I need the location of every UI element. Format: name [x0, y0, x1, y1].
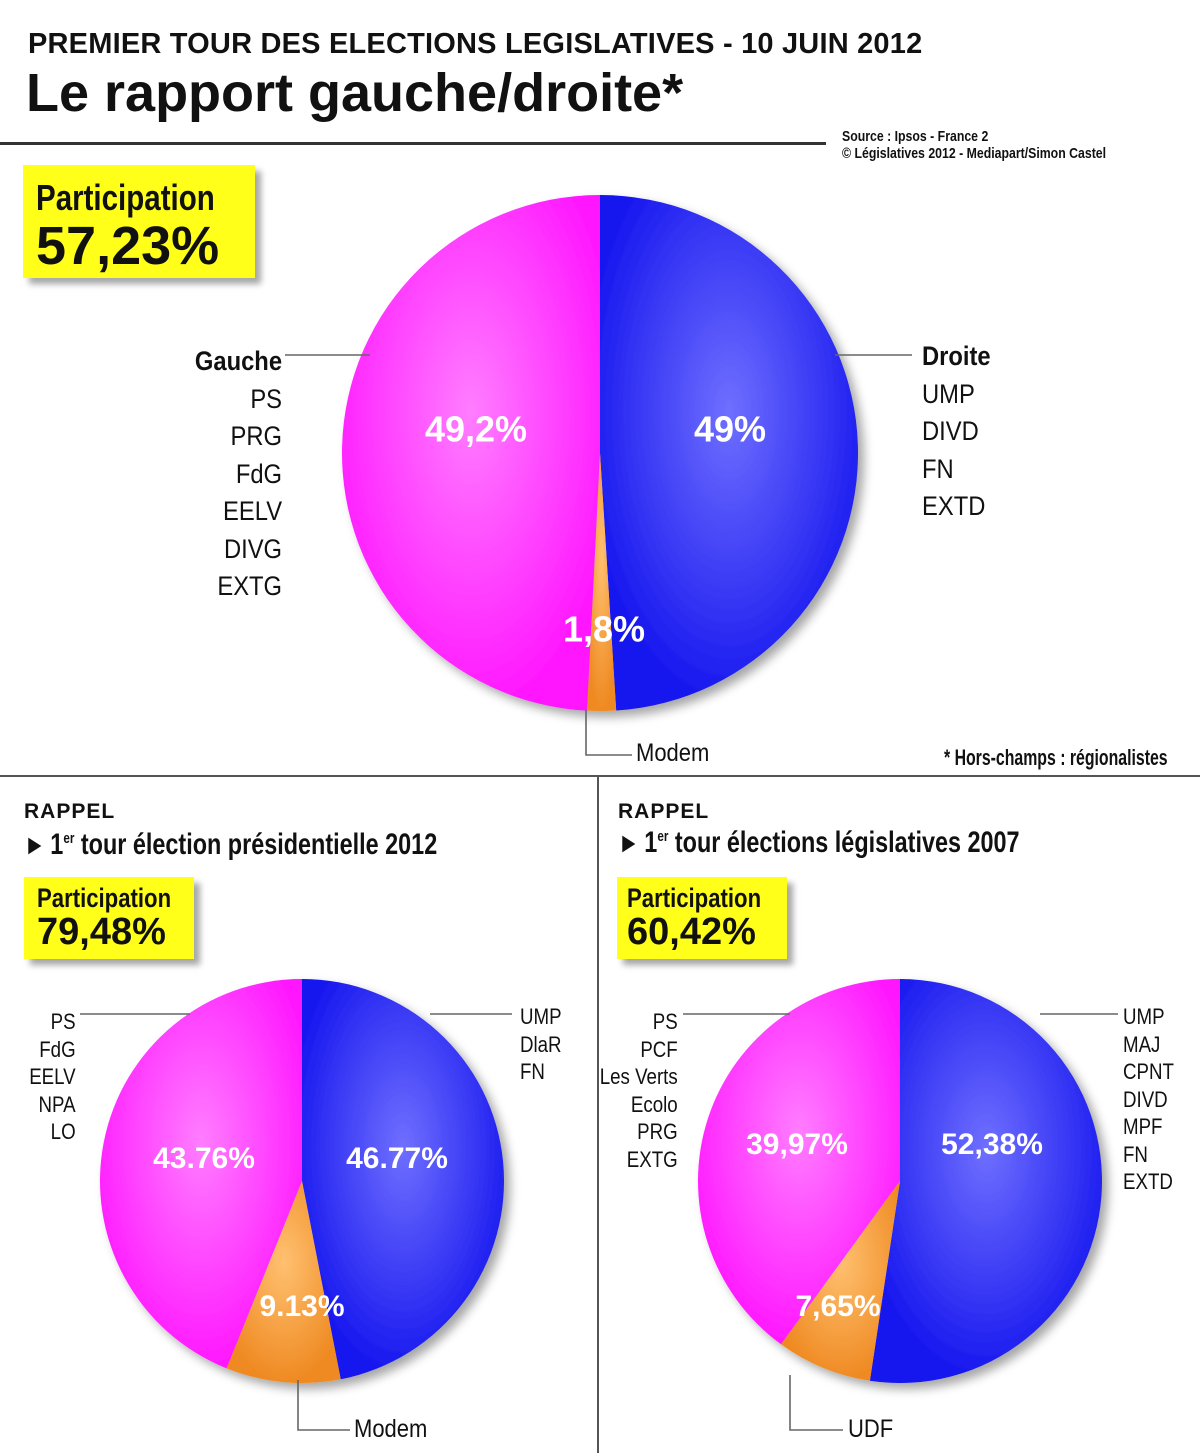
rappel-label-leg: RAPPEL	[618, 800, 710, 823]
participation-badge-leg: Participation 60,42%	[617, 877, 787, 959]
party-label: FdG	[235, 458, 282, 489]
data-label-centre: 7,65%	[795, 1290, 880, 1323]
party-label: MAJ	[1123, 1031, 1161, 1057]
pres-right-list: UMP DlaR FN	[520, 1003, 562, 1086]
data-label-gauche: 43.76%	[153, 1142, 255, 1175]
party-label: FN	[922, 453, 954, 484]
source-credit: Source : Ipsos - France 2 © Législatives…	[842, 128, 1106, 162]
participation-badge-pres: Participation 79,48%	[24, 877, 194, 959]
party-label: PRG	[230, 421, 282, 451]
party-label: DIVG	[223, 533, 282, 564]
participation-label: Participation	[37, 883, 172, 913]
subtitle-sup: er	[657, 828, 669, 845]
party-label: UMP	[922, 378, 975, 409]
data-label-droite: 52,38%	[941, 1128, 1043, 1161]
slice-droite	[302, 979, 504, 1380]
party-label: PCF	[640, 1036, 678, 1062]
data-label-centre: 1,8%	[563, 609, 645, 650]
party-label: MPF	[1123, 1114, 1163, 1139]
gauche-heading: Gauche	[194, 346, 282, 376]
pie-main	[342, 195, 858, 711]
footnote: * Hors-champs : régionalistes	[944, 745, 1168, 770]
triangle-icon: ►	[618, 827, 640, 858]
party-label: EXTD	[1123, 1169, 1173, 1194]
subtitle-leg: ► 1er tour élections législatives 2007	[618, 826, 1020, 860]
section-divider-horizontal	[0, 775, 1200, 777]
pie-legislatives-2007	[698, 979, 1103, 1383]
section-divider-vertical	[597, 777, 599, 1453]
party-label: Les Verts	[600, 1064, 678, 1089]
party-label: DIVD	[922, 416, 979, 446]
party-label: UMP	[520, 1004, 562, 1029]
party-label: PS	[250, 383, 282, 414]
participation-label: Participation	[627, 883, 762, 913]
page-title: Le rapport gauche/droite*	[26, 63, 684, 123]
leader-lines	[80, 354, 1118, 1431]
subtitle-num: 1	[644, 826, 658, 859]
slice-gauche	[342, 195, 600, 711]
source-line: Source : Ipsos - France 2	[842, 128, 989, 145]
leg-right-list: UMP MAJ CPNT DIVD MPF FN EXTD	[1123, 1003, 1174, 1196]
title-underline	[0, 142, 826, 145]
data-label-gauche: 39,97%	[746, 1128, 848, 1161]
party-label: FN	[1123, 1141, 1148, 1167]
data-label-droite: 49%	[694, 409, 766, 450]
data-label-droite: 46.77%	[346, 1142, 448, 1175]
party-label: PRG	[637, 1119, 678, 1144]
party-label: LO	[51, 1119, 76, 1144]
participation-badge-main: Participation 57,23%	[23, 165, 255, 278]
slice-droite	[600, 195, 858, 711]
party-label: PS	[653, 1009, 678, 1034]
party-label: Ecolo	[631, 1091, 678, 1117]
slice-gauche	[698, 979, 900, 1345]
pie-presidentielle-2012	[100, 979, 504, 1384]
modem-callout: Modem	[636, 739, 710, 767]
party-label: NPA	[38, 1091, 76, 1117]
slice-centre	[587, 453, 617, 711]
party-label: CPNT	[1123, 1059, 1174, 1084]
party-label: EXTG	[217, 571, 282, 601]
party-label: EELV	[29, 1064, 76, 1089]
party-label: EXTD	[922, 491, 986, 521]
rappel-label-pres: RAPPEL	[24, 800, 116, 823]
subtitle-sup: er	[63, 830, 75, 847]
participation-label: Participation	[36, 177, 215, 218]
party-label: EXTG	[627, 1146, 678, 1172]
leader-line-leg-udf	[789, 1375, 843, 1431]
droite-heading: Droite	[922, 341, 991, 371]
party-label: FN	[520, 1059, 545, 1084]
triangle-icon: ►	[24, 829, 46, 860]
slice-centre	[780, 1181, 900, 1381]
subtitle-pres: ► 1er tour élection présidentielle 2012	[24, 828, 437, 862]
party-label: FdG	[39, 1036, 76, 1062]
pres-modem-callout: Modem	[354, 1415, 428, 1443]
party-label: PS	[51, 1009, 76, 1034]
subtitle-num: 1	[50, 828, 64, 861]
slice-centre	[226, 1181, 341, 1384]
leg-left-list: PS PCF Les Verts Ecolo PRG EXTG	[600, 1008, 678, 1173]
slice-droite	[869, 979, 1103, 1383]
slice-gauche	[100, 979, 303, 1369]
party-label: DlaR	[520, 1031, 562, 1057]
data-label-gauche: 49,2%	[425, 409, 527, 450]
leader-line-pres-modem	[297, 1380, 350, 1431]
party-label: UMP	[1123, 1004, 1165, 1029]
copyright-line: © Législatives 2012 - Mediapart/Simon Ca…	[842, 145, 1107, 162]
party-label: EELV	[222, 496, 282, 526]
subtitle-text: tour élections législatives 2007	[668, 826, 1020, 859]
participation-value: 60,42%	[627, 911, 756, 953]
data-label-centre: 9.13%	[259, 1290, 344, 1323]
subtitle-text: tour élection présidentielle 2012	[74, 828, 438, 861]
participation-value: 57,23%	[36, 216, 220, 276]
leader-line-modem	[585, 710, 632, 756]
gauche-party-list: Gauche PS PRG FdG EELV DIVG EXTG	[195, 343, 282, 606]
droite-party-list: Droite UMP DIVD FN EXTD	[922, 338, 991, 526]
leg-udf-callout: UDF	[848, 1415, 894, 1443]
party-label: DIVD	[1123, 1086, 1168, 1112]
pres-left-list: PS FdG EELV NPA LO	[30, 1008, 76, 1146]
supertitle: PREMIER TOUR DES ELECTIONS LEGISLATIVES …	[28, 28, 923, 60]
participation-value: 79,48%	[37, 911, 166, 953]
